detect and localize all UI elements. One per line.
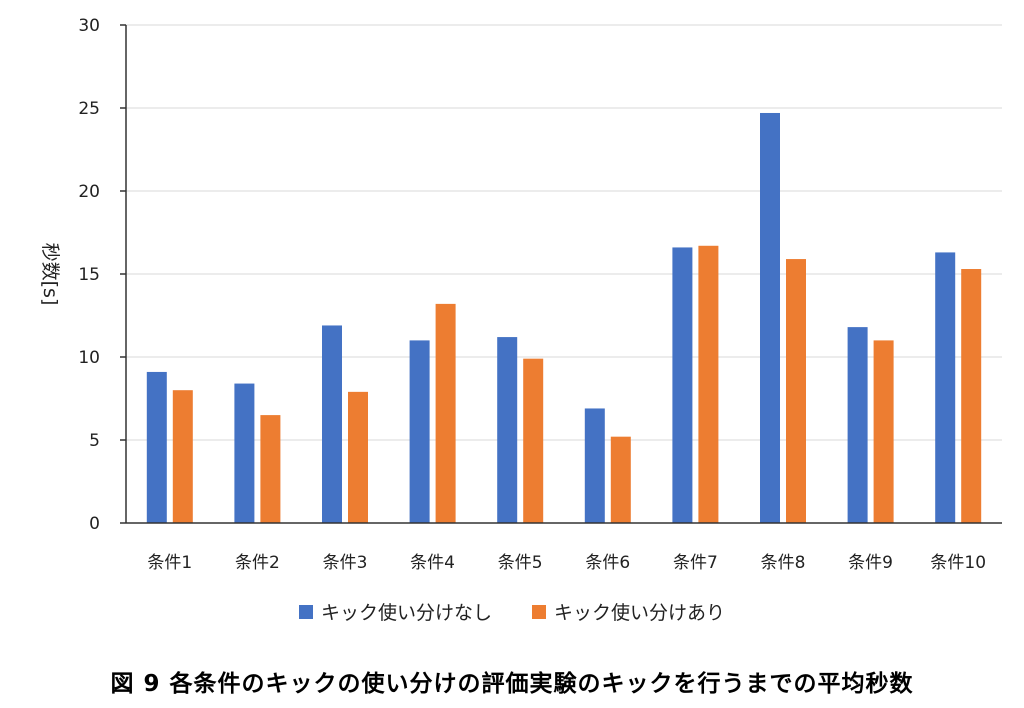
- bar-series-1: [322, 325, 342, 523]
- y-axis-label: 秒数[s]: [39, 243, 61, 306]
- x-tick-label: 条件7: [673, 553, 718, 573]
- x-tick-label: 条件6: [585, 553, 630, 573]
- y-tick-label: 20: [78, 182, 100, 202]
- bar-series-1: [760, 112, 780, 523]
- legend: キック使い分けなし キック使い分けあり: [0, 598, 1024, 625]
- bar-series-2: [172, 390, 193, 523]
- bar-series-1: [234, 383, 255, 523]
- bar-series-2: [610, 436, 631, 523]
- bar-series-1: [584, 408, 605, 523]
- x-tick-label: 条件4: [410, 553, 455, 573]
- y-axis-tick-labels: 0 5 10 15 20 25 30: [78, 16, 126, 534]
- x-tick-label: 条件1: [147, 553, 192, 573]
- bar-series-1: [847, 327, 868, 523]
- x-tick-label: 条件8: [761, 553, 806, 573]
- legend-item-series-2: キック使い分けあり: [532, 598, 725, 625]
- x-tick-label: 条件9: [848, 553, 893, 573]
- legend-item-series-1: キック使い分けなし: [298, 598, 492, 625]
- gridlines: [126, 24, 1002, 441]
- y-tick-label: 0: [89, 514, 100, 534]
- y-tick-label: 5: [89, 431, 100, 451]
- bar-series-1: [146, 371, 167, 523]
- bar-series-1: [409, 340, 430, 523]
- y-tick-label: 25: [78, 99, 100, 119]
- bar-series-2: [873, 340, 894, 523]
- x-tick-label: 条件5: [498, 553, 543, 573]
- bar-series-2: [348, 391, 368, 523]
- y-tick-label: 15: [78, 265, 100, 285]
- y-tick-label: 10: [78, 348, 100, 368]
- figure-caption: 図 9 各条件のキックの使い分けの評価実験のキックを行うまでの平均秒数: [110, 671, 914, 697]
- x-axis-tick-labels: 条件1 条件2 条件3 条件4 条件5 条件6 条件7 条件8 条件9 条件10: [147, 553, 986, 573]
- bar-series-1: [497, 337, 518, 523]
- legend-label-series-2: キック使い分けあり: [554, 602, 726, 624]
- y-tick-label: 30: [78, 16, 100, 36]
- bar-series-1: [935, 252, 956, 524]
- bar-series-1: [672, 247, 693, 523]
- bar-series-2: [435, 303, 456, 523]
- legend-swatch-series-1: [298, 604, 313, 619]
- bar-series-2: [698, 245, 719, 523]
- bar-chart: 0 5 10 15 20 25 30 条件1 条件2 条件3 条件4 条件5 条件6 条件7 条件8 条件9…: [39, 16, 1002, 573]
- x-tick-label: 条件2: [235, 553, 280, 573]
- bar-series-2: [786, 259, 806, 523]
- legend-swatch-series-2: [532, 604, 546, 619]
- bar-series-2: [260, 415, 281, 523]
- x-tick-label: 条件3: [323, 553, 368, 573]
- legend-label-series-1: キック使い分けなし: [320, 602, 492, 624]
- bars: [146, 112, 982, 524]
- bar-series-2: [961, 269, 982, 523]
- x-tick-label: 条件10: [930, 553, 986, 573]
- bar-series-2: [523, 358, 544, 523]
